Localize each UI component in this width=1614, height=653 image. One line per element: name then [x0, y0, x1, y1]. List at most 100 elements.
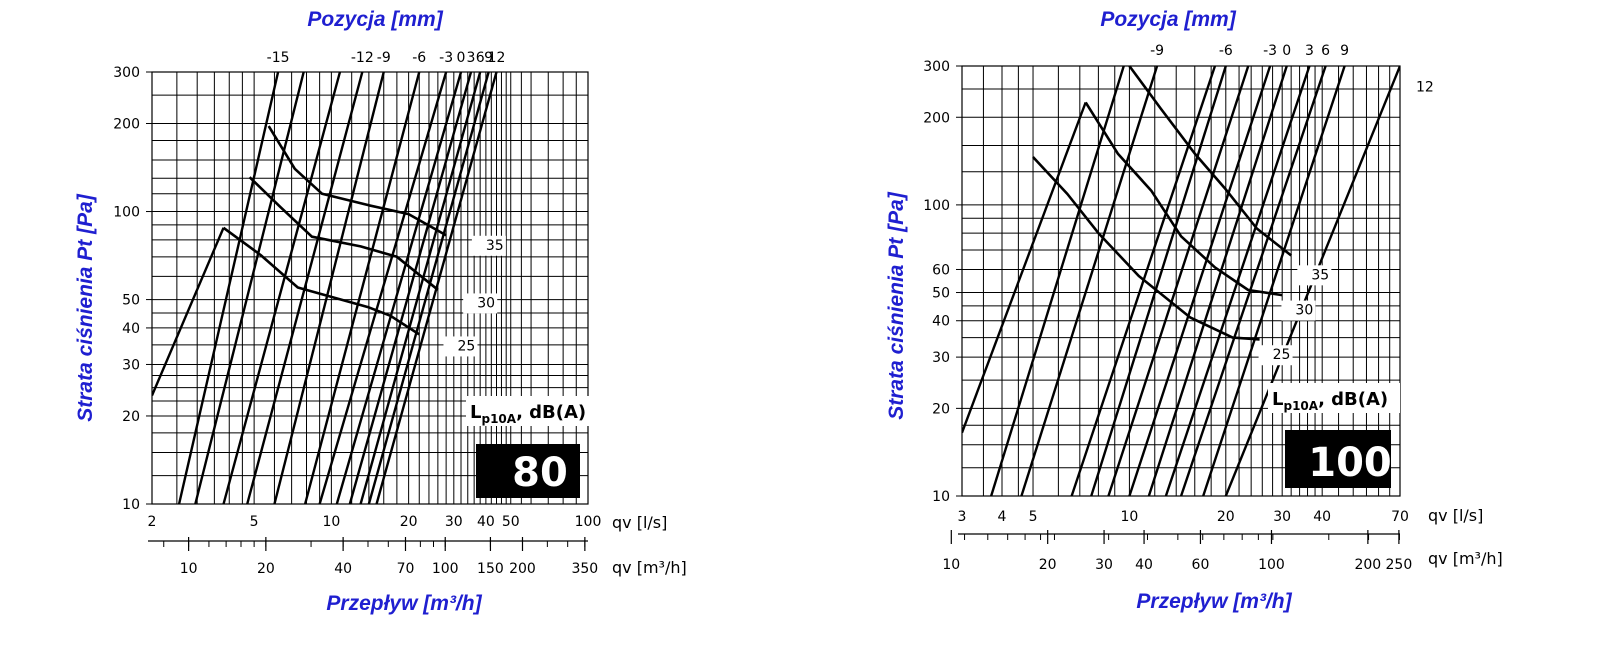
position-label: 9	[1340, 43, 1349, 59]
x-tick-label-ls: 70	[1391, 509, 1409, 525]
x-tick-label-ls: 50	[502, 514, 520, 530]
position-label: -15	[267, 50, 290, 66]
position-line	[152, 227, 225, 396]
curve-label-bg	[463, 293, 498, 314]
grid	[152, 71, 589, 505]
x-tick-label-m3h: 200	[509, 561, 536, 577]
position-line	[1147, 66, 1288, 496]
position-line	[1164, 66, 1311, 496]
chart-panel-size-100: -9 -6 -3 0 3 6 9123530251020304050601002003003…	[885, 8, 1503, 613]
x-tick-label-m3h: 200	[1354, 557, 1381, 573]
x-tick-label-ls: 2	[148, 514, 157, 530]
x-unit-ls: qv [l/s]	[1428, 506, 1483, 525]
position-line	[194, 72, 305, 504]
curve-label: 30	[1295, 303, 1313, 319]
sound-label-rest: , dB(A)	[1318, 389, 1388, 410]
sound-label-main: L	[1272, 389, 1283, 410]
curve-label-bg	[1297, 265, 1332, 286]
y-tick-label: 40	[932, 314, 950, 330]
chart-title: Pozycja [mm]	[307, 8, 443, 31]
x-tick-label-ls: 10	[322, 514, 340, 530]
y-axis-label: Strata ciśnienia Pt [Pa]	[885, 191, 908, 420]
curve-label: 30	[477, 295, 495, 311]
position-label: 6	[476, 50, 485, 66]
size-badge	[1285, 430, 1391, 488]
position-label: 0	[1282, 43, 1291, 59]
y-tick-label: 200	[113, 116, 140, 132]
position-line	[367, 72, 490, 504]
sound-curve	[1128, 65, 1293, 257]
x-tick-label-m3h: 20	[257, 561, 275, 577]
y-tick-label: 200	[923, 110, 950, 126]
chart-title: Pozycja [mm]	[1100, 8, 1236, 31]
x-tick-label-ls: 30	[445, 514, 463, 530]
position-label: -12	[351, 50, 374, 66]
position-line	[962, 101, 1087, 434]
curve-label: 25	[1273, 347, 1291, 363]
y-tick-label: 100	[923, 198, 950, 214]
y-tick-label: 100	[113, 205, 140, 221]
position-label: -6	[1219, 43, 1233, 59]
x-tick-label-m3h: 250	[1386, 557, 1413, 573]
sound-label-sub: p10A	[1283, 399, 1318, 413]
sound-curve	[248, 176, 439, 291]
y-tick-label: 300	[113, 65, 140, 81]
sound-label-sub: p10A	[481, 412, 516, 426]
position-line	[1020, 66, 1159, 496]
y-tick-label: 60	[932, 262, 950, 278]
x-tick-label-ls: 20	[400, 514, 418, 530]
x-tick-label-ls: 20	[1217, 509, 1235, 525]
size-badge-text: 100	[1308, 440, 1392, 486]
x-tick-label-ls: 5	[250, 514, 259, 530]
sound-label-main: L	[470, 402, 481, 423]
x-unit-ls: qv [l/s]	[612, 513, 667, 532]
plot-frame	[151, 71, 589, 505]
x-tick-label-ls: 3	[958, 509, 967, 525]
position-label: 6	[1321, 43, 1330, 59]
sound-curve	[222, 226, 420, 336]
curve-label: 25	[457, 338, 475, 354]
position-line	[222, 72, 342, 504]
x-tick-label-m3h: 30	[1095, 557, 1113, 573]
x-tick-label-m3h: 40	[1135, 557, 1153, 573]
position-line	[348, 72, 473, 504]
position-line	[1090, 66, 1227, 496]
sound-level-label: Lp10A, dB(A)	[1272, 389, 1388, 413]
position-label: 12	[488, 50, 506, 66]
position-line	[1128, 66, 1272, 496]
position-line	[318, 72, 448, 504]
x-unit-m3h: qv [m³/h]	[1428, 549, 1503, 568]
position-line	[273, 72, 385, 504]
position-label: -3	[1263, 43, 1277, 59]
position-line	[1202, 66, 1346, 496]
y-tick-label: 50	[932, 286, 950, 302]
curve-label-bg	[443, 336, 478, 357]
x-unit-m3h: qv [m³/h]	[612, 558, 687, 577]
y-tick-label: 20	[932, 401, 950, 417]
x-tick-label-m3h: 60	[1192, 557, 1210, 573]
position-label: -9	[377, 50, 391, 66]
position-label: 9	[484, 50, 493, 66]
position-label: -6	[412, 50, 426, 66]
x-tick-label-ls: 30	[1273, 509, 1291, 525]
y-axis-label: Strata ciśnienia Pt [Pa]	[74, 193, 97, 422]
x-tick-label-ls: 40	[477, 514, 495, 530]
chart-panel-size-80: -15 -12 -9 -6 -3 0 3 6 9123530251020304050100200…	[74, 8, 687, 615]
x-tick-label-m3h: 100	[1258, 557, 1285, 573]
x-tick-label-m3h: 10	[942, 557, 960, 573]
size-badge-text: 80	[512, 450, 568, 496]
sound-curve	[1084, 101, 1283, 297]
x-tick-label-ls: 10	[1121, 509, 1139, 525]
position-line	[303, 72, 421, 504]
position-label: 3	[467, 50, 476, 66]
position-label: -3	[439, 50, 453, 66]
position-label: 12	[1416, 80, 1434, 96]
y-tick-label: 40	[122, 321, 140, 337]
x-tick-label-m3h: 150	[477, 561, 504, 577]
curve-label: 35	[486, 238, 504, 254]
x-tick-label-m3h: 70	[397, 561, 415, 577]
sound-curve	[267, 125, 447, 237]
x-tick-label-ls: 40	[1313, 509, 1331, 525]
position-line	[990, 66, 1125, 496]
sound-curve	[1032, 156, 1260, 341]
